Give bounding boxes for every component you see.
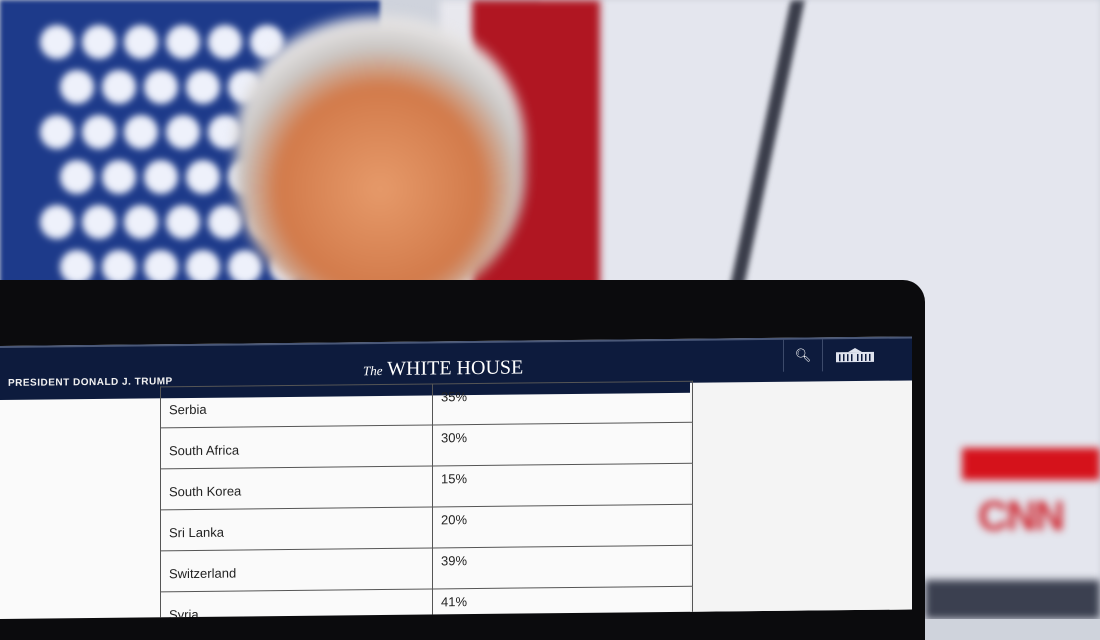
flag-star — [102, 70, 136, 104]
site-logo[interactable]: The WHITE HOUSE — [363, 357, 523, 382]
flag-star — [60, 70, 94, 104]
flag-star — [40, 115, 74, 149]
blurred-portrait — [235, 15, 525, 305]
table-row: South Korea 15% — [160, 463, 693, 510]
flag-star — [124, 25, 158, 59]
tariff-table: Serbia 35% South Africa 30% South Korea 15%… — [160, 381, 693, 619]
flag-star — [144, 160, 178, 194]
flag-star — [40, 205, 74, 239]
background-photo: CNN — [0, 0, 1100, 619]
rate-cell: 30% — [432, 422, 693, 466]
flag-star — [208, 25, 242, 59]
flag-star — [124, 115, 158, 149]
table-row: Sri Lanka 20% — [160, 504, 693, 551]
flag-star — [124, 205, 158, 239]
table-row: Switzerland 39% — [160, 545, 693, 592]
flag-star — [166, 25, 200, 59]
country-cell: Serbia — [160, 383, 433, 428]
flag-star — [102, 160, 136, 194]
logo-text: WHITE HOUSE — [387, 356, 524, 380]
flag-star — [60, 250, 94, 284]
flag-star — [228, 250, 262, 284]
table-row: South Africa 30% — [160, 422, 693, 469]
flag-star — [186, 70, 220, 104]
rate-cell: 20% — [432, 504, 693, 548]
white-house-building-icon[interactable] — [834, 347, 876, 363]
flag-star — [144, 250, 178, 284]
flag-star — [166, 205, 200, 239]
flag-star — [186, 160, 220, 194]
flag-star — [144, 70, 178, 104]
flag-star — [82, 115, 116, 149]
page-margin — [690, 380, 912, 619]
rate-cell: 35% — [432, 381, 693, 425]
country-cell: Syria — [160, 588, 433, 619]
flag-star — [82, 205, 116, 239]
flag-star — [186, 250, 220, 284]
tv-banner — [962, 448, 1100, 480]
site-header: PRESIDENT DONALD J. TRUMP The WHITE HOUS… — [0, 336, 912, 400]
laptop-screen: PRESIDENT DONALD J. TRUMP The WHITE HOUS… — [0, 336, 912, 619]
rate-cell: 39% — [432, 545, 693, 589]
search-icon: 🔍︎ — [794, 347, 812, 363]
logo-prefix: The — [363, 362, 383, 379]
flag-star — [60, 160, 94, 194]
search-button[interactable]: 🔍︎ — [783, 339, 823, 372]
flag-star — [166, 115, 200, 149]
flag-star — [208, 205, 242, 239]
flag-star — [82, 25, 116, 59]
tv-ticker — [925, 580, 1100, 619]
country-cell: Sri Lanka — [160, 506, 433, 551]
table-row: Serbia 35% — [160, 381, 693, 428]
country-cell: Switzerland — [160, 547, 433, 592]
cnn-logo: CNN — [978, 492, 1065, 539]
flag-star — [102, 250, 136, 284]
flag-star — [40, 25, 74, 59]
country-cell: South Africa — [160, 424, 433, 469]
country-cell: South Korea — [160, 465, 433, 510]
rate-cell: 15% — [432, 463, 693, 507]
president-link[interactable]: PRESIDENT DONALD J. TRUMP — [8, 376, 173, 389]
